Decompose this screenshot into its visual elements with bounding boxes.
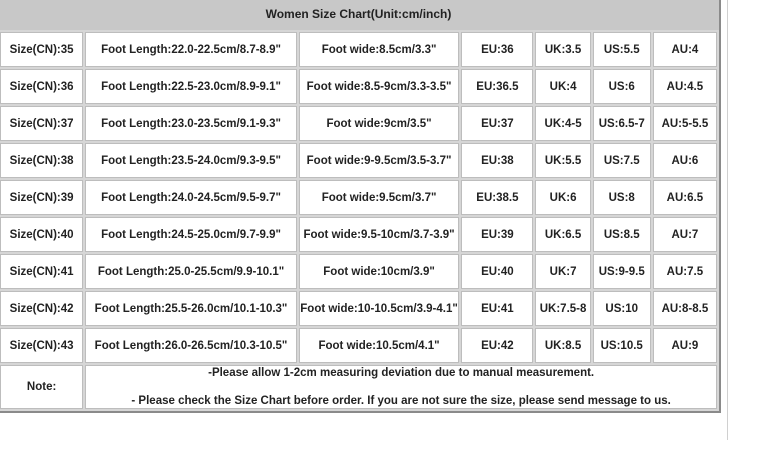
- us-size-cell: US:10: [592, 291, 651, 326]
- eu-size-cell: EU:37: [461, 106, 534, 141]
- foot-width-cell: Foot wide:9cm/3.5": [298, 106, 460, 141]
- size-cn-cell: Size(CN):42: [0, 291, 84, 326]
- uk-size-cell: UK:6.5: [535, 217, 591, 252]
- foot-width-cell: Foot wide:10-10.5cm/3.9-4.1": [298, 291, 460, 326]
- au-size-cell: AU:6.5: [652, 180, 717, 215]
- note-row: Note: -Please allow 1-2cm measuring devi…: [0, 365, 717, 409]
- note-text: -Please allow 1-2cm measuring deviation …: [85, 365, 717, 409]
- size-cn-cell: Size(CN):39: [0, 180, 84, 215]
- note-line-1: -Please allow 1-2cm measuring deviation …: [208, 367, 595, 379]
- uk-size-cell: UK:6: [535, 180, 591, 215]
- table-row: Size(CN):41 Foot Length:25.0-25.5cm/9.9-1…: [0, 254, 717, 289]
- uk-size-cell: UK:5.5: [535, 143, 591, 178]
- table-row: Size(CN):36 Foot Length:22.5-23.0cm/8.9-9…: [0, 69, 717, 104]
- foot-length-cell: Foot Length:26.0-26.5cm/10.3-10.5": [85, 328, 297, 363]
- au-size-cell: AU:8-8.5: [652, 291, 717, 326]
- table-row: Size(CN):43 Foot Length:26.0-26.5cm/10.3-…: [0, 328, 717, 363]
- us-size-cell: US:6: [592, 69, 651, 104]
- chart-title: Women Size Chart(Unit:cm/inch): [0, 0, 719, 32]
- table-row: Size(CN):38 Foot Length:23.5-24.0cm/9.3-9…: [0, 143, 717, 178]
- eu-size-cell: EU:36.5: [461, 69, 534, 104]
- au-size-cell: AU:4.5: [652, 69, 717, 104]
- size-cn-cell: Size(CN):41: [0, 254, 84, 289]
- au-size-cell: AU:5-5.5: [652, 106, 717, 141]
- us-size-cell: US:9-9.5: [592, 254, 651, 289]
- size-cn-cell: Size(CN):35: [0, 32, 84, 67]
- table-row: Size(CN):39 Foot Length:24.0-24.5cm/9.5-9…: [0, 180, 717, 215]
- uk-size-cell: UK:3.5: [535, 32, 591, 67]
- foot-length-cell: Foot Length:22.5-23.0cm/8.9-9.1": [85, 69, 297, 104]
- foot-length-cell: Foot Length:25.0-25.5cm/9.9-10.1": [85, 254, 297, 289]
- us-size-cell: US:8: [592, 180, 651, 215]
- uk-size-cell: UK:8.5: [535, 328, 591, 363]
- au-size-cell: AU:4: [652, 32, 717, 67]
- foot-length-cell: Foot Length:22.0-22.5cm/8.7-8.9": [85, 32, 297, 67]
- foot-width-cell: Foot wide:9-9.5cm/3.5-3.7": [298, 143, 460, 178]
- foot-length-cell: Foot Length:23.5-24.0cm/9.3-9.5": [85, 143, 297, 178]
- size-cn-cell: Size(CN):43: [0, 328, 84, 363]
- divider: [727, 0, 728, 440]
- au-size-cell: AU:6: [652, 143, 717, 178]
- au-size-cell: AU:9: [652, 328, 717, 363]
- table-row: Size(CN):37 Foot Length:23.0-23.5cm/9.1-9…: [0, 106, 717, 141]
- eu-size-cell: EU:39: [461, 217, 534, 252]
- us-size-cell: US:6.5-7: [592, 106, 651, 141]
- size-chart: Women Size Chart(Unit:cm/inch) Size(CN):…: [0, 0, 721, 413]
- foot-width-cell: Foot wide:8.5cm/3.3": [298, 32, 460, 67]
- uk-size-cell: UK:7.5-8: [535, 291, 591, 326]
- size-cn-cell: Size(CN):36: [0, 69, 84, 104]
- size-cn-cell: Size(CN):38: [0, 143, 84, 178]
- size-table: Size(CN):35 Foot Length:22.0-22.5cm/8.7-8…: [0, 30, 719, 411]
- foot-length-cell: Foot Length:25.5-26.0cm/10.1-10.3": [85, 291, 297, 326]
- size-cn-cell: Size(CN):40: [0, 217, 84, 252]
- eu-size-cell: EU:38.5: [461, 180, 534, 215]
- eu-size-cell: EU:38: [461, 143, 534, 178]
- eu-size-cell: EU:41: [461, 291, 534, 326]
- foot-length-cell: Foot Length:23.0-23.5cm/9.1-9.3": [85, 106, 297, 141]
- uk-size-cell: UK:7: [535, 254, 591, 289]
- us-size-cell: US:10.5: [592, 328, 651, 363]
- foot-width-cell: Foot wide:9.5cm/3.7": [298, 180, 460, 215]
- foot-length-cell: Foot Length:24.5-25.0cm/9.7-9.9": [85, 217, 297, 252]
- eu-size-cell: EU:40: [461, 254, 534, 289]
- us-size-cell: US:8.5: [592, 217, 651, 252]
- foot-width-cell: Foot wide:10.5cm/4.1": [298, 328, 460, 363]
- foot-width-cell: Foot wide:9.5-10cm/3.7-3.9": [298, 217, 460, 252]
- note-line-2: - Please check the Size Chart before ord…: [131, 395, 671, 407]
- foot-width-cell: Foot wide:8.5-9cm/3.3-3.5": [298, 69, 460, 104]
- table-row: Size(CN):40 Foot Length:24.5-25.0cm/9.7-9…: [0, 217, 717, 252]
- us-size-cell: US:5.5: [592, 32, 651, 67]
- eu-size-cell: EU:36: [461, 32, 534, 67]
- au-size-cell: AU:7: [652, 217, 717, 252]
- eu-size-cell: EU:42: [461, 328, 534, 363]
- foot-width-cell: Foot wide:10cm/3.9": [298, 254, 460, 289]
- uk-size-cell: UK:4: [535, 69, 591, 104]
- size-cn-cell: Size(CN):37: [0, 106, 84, 141]
- foot-length-cell: Foot Length:24.0-24.5cm/9.5-9.7": [85, 180, 297, 215]
- au-size-cell: AU:7.5: [652, 254, 717, 289]
- us-size-cell: US:7.5: [592, 143, 651, 178]
- note-label: Note:: [0, 365, 84, 409]
- table-row: Size(CN):35 Foot Length:22.0-22.5cm/8.7-8…: [0, 32, 717, 67]
- table-row: Size(CN):42 Foot Length:25.5-26.0cm/10.1-…: [0, 291, 717, 326]
- uk-size-cell: UK:4-5: [535, 106, 591, 141]
